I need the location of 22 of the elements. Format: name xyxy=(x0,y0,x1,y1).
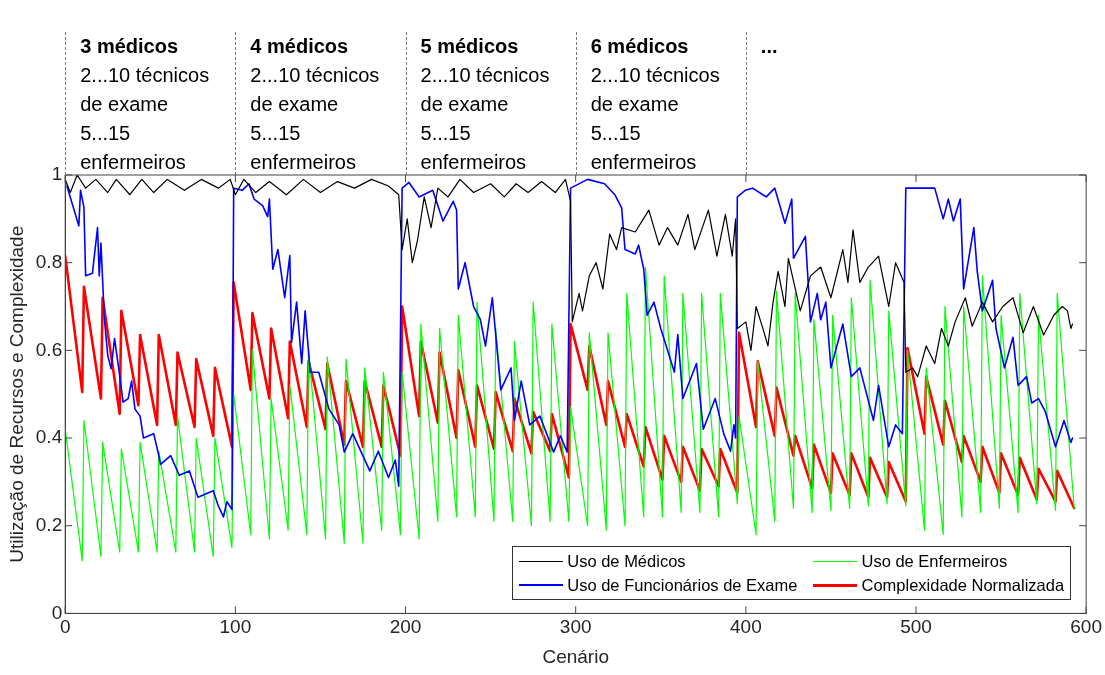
legend-label: Uso de Enfermeiros xyxy=(861,551,1008,573)
text: 4 médicos 2...10 técnicos de exame 5...15 enfermeiros xyxy=(250,35,380,173)
text: 5 médicos 2...10 técnicos de exame 5...15 enfermeiros xyxy=(420,35,550,173)
y-tick-label: 1 xyxy=(51,163,63,185)
x-tick-label: 100 xyxy=(219,616,252,638)
x-tick-label: 200 xyxy=(389,616,422,638)
y-tick-label: 0.4 xyxy=(35,426,63,448)
x-tick-label: 400 xyxy=(729,616,762,638)
x-tick-label: 300 xyxy=(559,616,592,638)
y-axis-title: Utilização de Recursos e Complexidade xyxy=(5,225,27,563)
text: ... xyxy=(760,35,778,57)
text: 3 médicos 2...10 técnicos de exame 5...15 enfermeiros xyxy=(80,35,210,173)
y-tick-label: 0.6 xyxy=(35,338,63,360)
y-tick-label: 0.2 xyxy=(35,513,63,535)
legend-label: Uso de Funcionários de Exame xyxy=(567,575,798,597)
x-tick-label: 600 xyxy=(1070,616,1102,638)
legend-label: Uso de Médicos xyxy=(567,551,686,573)
x-axis-title: Cenário xyxy=(542,645,609,667)
y-tick-label: 0.8 xyxy=(35,250,63,272)
x-tick-label: 500 xyxy=(900,616,932,638)
text: 6 médicos 2...10 técnicos de exame 5...15 enfermeiros xyxy=(590,35,720,173)
legend-label: Complexidade Normalizada xyxy=(861,575,1065,597)
